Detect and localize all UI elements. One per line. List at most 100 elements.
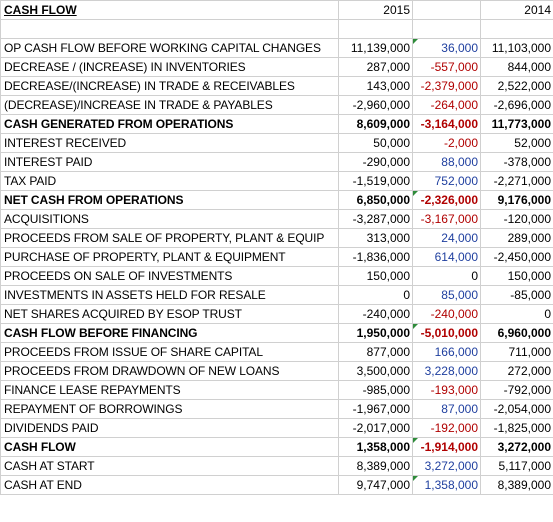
row-label-cell[interactable]: PROCEEDS FROM ISSUE OF SHARE CAPITAL: [0, 342, 339, 362]
row-label-cell[interactable]: CASH FLOW BEFORE FINANCING: [0, 323, 339, 343]
row-label-cell[interactable]: INTEREST PAID: [0, 152, 339, 172]
value-2015-cell[interactable]: -3,287,000: [338, 209, 413, 229]
value-2015-cell[interactable]: -985,000: [338, 380, 413, 400]
value-2015-cell[interactable]: -2,017,000: [338, 418, 413, 438]
row-label-cell[interactable]: PROCEEDS ON SALE OF INVESTMENTS: [0, 266, 339, 286]
header-2014[interactable]: 2014: [480, 0, 553, 20]
value-2015-cell[interactable]: 1,950,000: [338, 323, 413, 343]
row-label-cell[interactable]: FINANCE LEASE REPAYMENTS: [0, 380, 339, 400]
variance-cell[interactable]: -2,379,000: [412, 76, 481, 96]
value-2014-cell[interactable]: 3,272,000: [480, 437, 553, 457]
value-2014-cell[interactable]: 711,000: [480, 342, 553, 362]
value-2015-cell[interactable]: 150,000: [338, 266, 413, 286]
row-label-cell[interactable]: (DECREASE)/INCREASE IN TRADE & PAYABLES: [0, 95, 339, 115]
row-label-cell[interactable]: NET SHARES ACQUIRED BY ESOP TRUST: [0, 304, 339, 324]
row-label-cell[interactable]: OP CASH FLOW BEFORE WORKING CAPITAL CHAN…: [0, 38, 339, 58]
value-2014-cell[interactable]: 150,000: [480, 266, 553, 286]
row-label-cell[interactable]: REPAYMENT OF BORROWINGS: [0, 399, 339, 419]
value-2015-cell[interactable]: -1,519,000: [338, 171, 413, 191]
variance-cell[interactable]: 3,272,000: [412, 456, 481, 476]
empty-cell[interactable]: [338, 19, 413, 39]
row-label-cell[interactable]: DIVIDENDS PAID: [0, 418, 339, 438]
variance-cell[interactable]: -2,326,000: [412, 190, 481, 210]
value-2014-cell[interactable]: 9,176,000: [480, 190, 553, 210]
sheet-title[interactable]: CASH FLOW: [0, 0, 339, 20]
variance-cell[interactable]: -2,000: [412, 133, 481, 153]
row-label-cell[interactable]: CASH GENERATED FROM OPERATIONS: [0, 114, 339, 134]
variance-cell[interactable]: -557,000: [412, 57, 481, 77]
row-label-cell[interactable]: DECREASE / (INCREASE) IN INVENTORIES: [0, 57, 339, 77]
value-2014-cell[interactable]: 52,000: [480, 133, 553, 153]
value-2015-cell[interactable]: -1,836,000: [338, 247, 413, 267]
value-2015-cell[interactable]: 143,000: [338, 76, 413, 96]
value-2015-cell[interactable]: 0: [338, 285, 413, 305]
variance-cell[interactable]: 166,000: [412, 342, 481, 362]
value-2014-cell[interactable]: 0: [480, 304, 553, 324]
variance-cell[interactable]: 85,000: [412, 285, 481, 305]
header-2015[interactable]: 2015: [338, 0, 413, 20]
value-2014-cell[interactable]: -2,271,000: [480, 171, 553, 191]
variance-cell[interactable]: -3,164,000: [412, 114, 481, 134]
value-2015-cell[interactable]: -240,000: [338, 304, 413, 324]
value-2014-cell[interactable]: 272,000: [480, 361, 553, 381]
row-label-cell[interactable]: DECREASE/(INCREASE) IN TRADE & RECEIVABL…: [0, 76, 339, 96]
value-2015-cell[interactable]: -1,967,000: [338, 399, 413, 419]
value-2015-cell[interactable]: 877,000: [338, 342, 413, 362]
value-2014-cell[interactable]: 2,522,000: [480, 76, 553, 96]
empty-cell[interactable]: [480, 19, 553, 39]
variance-cell[interactable]: -193,000: [412, 380, 481, 400]
empty-cell[interactable]: [412, 19, 481, 39]
variance-cell[interactable]: 1,358,000: [412, 475, 481, 495]
row-label-cell[interactable]: PURCHASE OF PROPERTY, PLANT & EQUIPMENT: [0, 247, 339, 267]
row-label-cell[interactable]: PROCEEDS FROM DRAWDOWN OF NEW LOANS: [0, 361, 339, 381]
value-2015-cell[interactable]: 3,500,000: [338, 361, 413, 381]
variance-cell[interactable]: 3,228,000: [412, 361, 481, 381]
value-2015-cell[interactable]: 8,389,000: [338, 456, 413, 476]
row-label-cell[interactable]: TAX PAID: [0, 171, 339, 191]
value-2015-cell[interactable]: 8,609,000: [338, 114, 413, 134]
variance-cell[interactable]: 36,000: [412, 38, 481, 58]
value-2015-cell[interactable]: 287,000: [338, 57, 413, 77]
header-variance[interactable]: [412, 0, 481, 20]
row-label-cell[interactable]: INTEREST RECEIVED: [0, 133, 339, 153]
variance-cell[interactable]: -3,167,000: [412, 209, 481, 229]
value-2014-cell[interactable]: -2,696,000: [480, 95, 553, 115]
value-2015-cell[interactable]: 11,139,000: [338, 38, 413, 58]
variance-cell[interactable]: -192,000: [412, 418, 481, 438]
variance-cell[interactable]: -240,000: [412, 304, 481, 324]
variance-cell[interactable]: -5,010,000: [412, 323, 481, 343]
row-label-cell[interactable]: INVESTMENTS IN ASSETS HELD FOR RESALE: [0, 285, 339, 305]
variance-cell[interactable]: 752,000: [412, 171, 481, 191]
value-2015-cell[interactable]: 9,747,000: [338, 475, 413, 495]
value-2015-cell[interactable]: -290,000: [338, 152, 413, 172]
value-2014-cell[interactable]: 289,000: [480, 228, 553, 248]
value-2014-cell[interactable]: 6,960,000: [480, 323, 553, 343]
row-label-cell[interactable]: ACQUISITIONS: [0, 209, 339, 229]
variance-cell[interactable]: 24,000: [412, 228, 481, 248]
value-2015-cell[interactable]: 6,850,000: [338, 190, 413, 210]
value-2014-cell[interactable]: -85,000: [480, 285, 553, 305]
value-2015-cell[interactable]: 313,000: [338, 228, 413, 248]
value-2014-cell[interactable]: -2,450,000: [480, 247, 553, 267]
variance-cell[interactable]: 87,000: [412, 399, 481, 419]
value-2014-cell[interactable]: 5,117,000: [480, 456, 553, 476]
value-2014-cell[interactable]: -378,000: [480, 152, 553, 172]
row-label-cell[interactable]: CASH AT END: [0, 475, 339, 495]
empty-cell[interactable]: [0, 19, 339, 39]
row-label-cell[interactable]: CASH AT START: [0, 456, 339, 476]
variance-cell[interactable]: 88,000: [412, 152, 481, 172]
value-2015-cell[interactable]: -2,960,000: [338, 95, 413, 115]
value-2014-cell[interactable]: 8,389,000: [480, 475, 553, 495]
row-label-cell[interactable]: NET CASH FROM OPERATIONS: [0, 190, 339, 210]
value-2014-cell[interactable]: 844,000: [480, 57, 553, 77]
value-2014-cell[interactable]: -792,000: [480, 380, 553, 400]
variance-cell[interactable]: 614,000: [412, 247, 481, 267]
row-label-cell[interactable]: PROCEEDS FROM SALE OF PROPERTY, PLANT & …: [0, 228, 339, 248]
value-2014-cell[interactable]: -120,000: [480, 209, 553, 229]
row-label-cell[interactable]: CASH FLOW: [0, 437, 339, 457]
value-2014-cell[interactable]: 11,773,000: [480, 114, 553, 134]
variance-cell[interactable]: -1,914,000: [412, 437, 481, 457]
value-2015-cell[interactable]: 50,000: [338, 133, 413, 153]
value-2015-cell[interactable]: 1,358,000: [338, 437, 413, 457]
variance-cell[interactable]: 0: [412, 266, 481, 286]
